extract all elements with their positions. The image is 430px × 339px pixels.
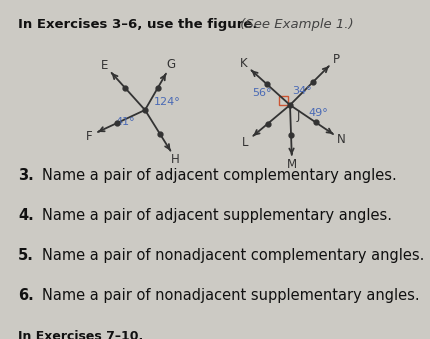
Text: Name a pair of nonadjacent supplementary angles.: Name a pair of nonadjacent supplementary… <box>42 288 420 303</box>
Text: M: M <box>287 158 297 172</box>
Text: In Exercises 3–6, use the figure.: In Exercises 3–6, use the figure. <box>18 18 258 31</box>
Text: 3.: 3. <box>18 168 34 183</box>
Text: H: H <box>172 153 180 166</box>
Text: 4.: 4. <box>18 208 34 223</box>
Text: Name a pair of adjacent supplementary angles.: Name a pair of adjacent supplementary an… <box>42 208 392 223</box>
Text: In Exercises 7–10,: In Exercises 7–10, <box>18 330 143 339</box>
Text: K: K <box>240 57 248 70</box>
Text: Name a pair of adjacent complementary angles.: Name a pair of adjacent complementary an… <box>42 168 397 183</box>
Text: N: N <box>337 133 346 146</box>
Text: L: L <box>243 136 249 149</box>
Text: (See Example 1.): (See Example 1.) <box>236 18 353 31</box>
Text: 49°: 49° <box>308 108 328 118</box>
Text: 5.: 5. <box>18 248 34 263</box>
Text: 34°: 34° <box>292 86 312 96</box>
Text: 6.: 6. <box>18 288 34 303</box>
Text: 41°: 41° <box>115 117 135 127</box>
Text: F: F <box>86 130 92 143</box>
Text: P: P <box>332 53 339 65</box>
Text: 124°: 124° <box>154 97 180 107</box>
Text: J: J <box>296 108 300 121</box>
Text: 56°: 56° <box>252 88 272 98</box>
Text: Name a pair of nonadjacent complementary angles.: Name a pair of nonadjacent complementary… <box>42 248 424 263</box>
Text: E: E <box>101 59 108 72</box>
Text: G: G <box>166 58 175 72</box>
Bar <box>279 96 288 105</box>
